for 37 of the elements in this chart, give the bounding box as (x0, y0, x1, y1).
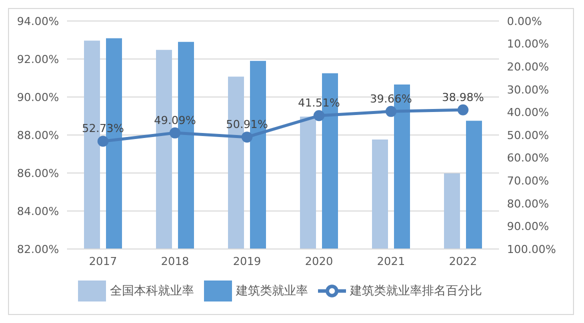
y-tick-label: 88.00% (17, 128, 59, 142)
legend-label: 建筑类就业率排名百分比 (350, 283, 482, 298)
point (170, 127, 180, 138)
y2-tick-label: 0.00% (507, 14, 542, 28)
y-tick-label: 82.00% (17, 242, 59, 256)
data-label: 49.09% (154, 114, 196, 127)
y2-tick-label: 40.00% (507, 106, 549, 120)
y2-tick-label: 30.00% (507, 83, 549, 96)
y2-tick-label: 50.00% (507, 128, 549, 142)
legend-label: 全国本科就业率 (110, 283, 194, 298)
point (98, 136, 108, 147)
x-tick-label: 2019 (233, 254, 261, 268)
y-tick-label: 92.00% (17, 52, 59, 66)
y2-tick-label: 70.00% (507, 174, 549, 188)
x-tick-label: 2017 (89, 254, 117, 268)
data-label: 52.73% (82, 122, 124, 136)
point (386, 106, 396, 117)
y2-tick-label: 60.00% (507, 152, 549, 165)
x-tick-label: 2022 (449, 254, 477, 268)
y-tick-label: 84.00% (17, 204, 59, 218)
point (242, 132, 252, 143)
y2-tick-label: 80.00% (507, 197, 549, 210)
x-tick-label: 2018 (161, 254, 189, 268)
data-label: 50.91% (226, 118, 268, 132)
x-tick-label: 2020 (305, 254, 333, 268)
y-tick-label: 94.00% (17, 14, 59, 28)
y-tick-label: 90.00% (17, 90, 59, 104)
point (458, 104, 468, 116)
y2-tick-label: 10.00% (507, 38, 549, 51)
x-tick-label: 2021 (377, 254, 405, 268)
data-label: 38.98% (442, 90, 484, 104)
y-tick-label: 86.00% (17, 166, 59, 180)
legend-label: 建筑类就业率 (236, 283, 308, 298)
y2-tick-label: 20.00% (507, 60, 549, 74)
y2-tick-label: 100.00% (507, 242, 556, 256)
y2-tick-label: 90.00% (507, 220, 549, 234)
point (314, 110, 324, 122)
